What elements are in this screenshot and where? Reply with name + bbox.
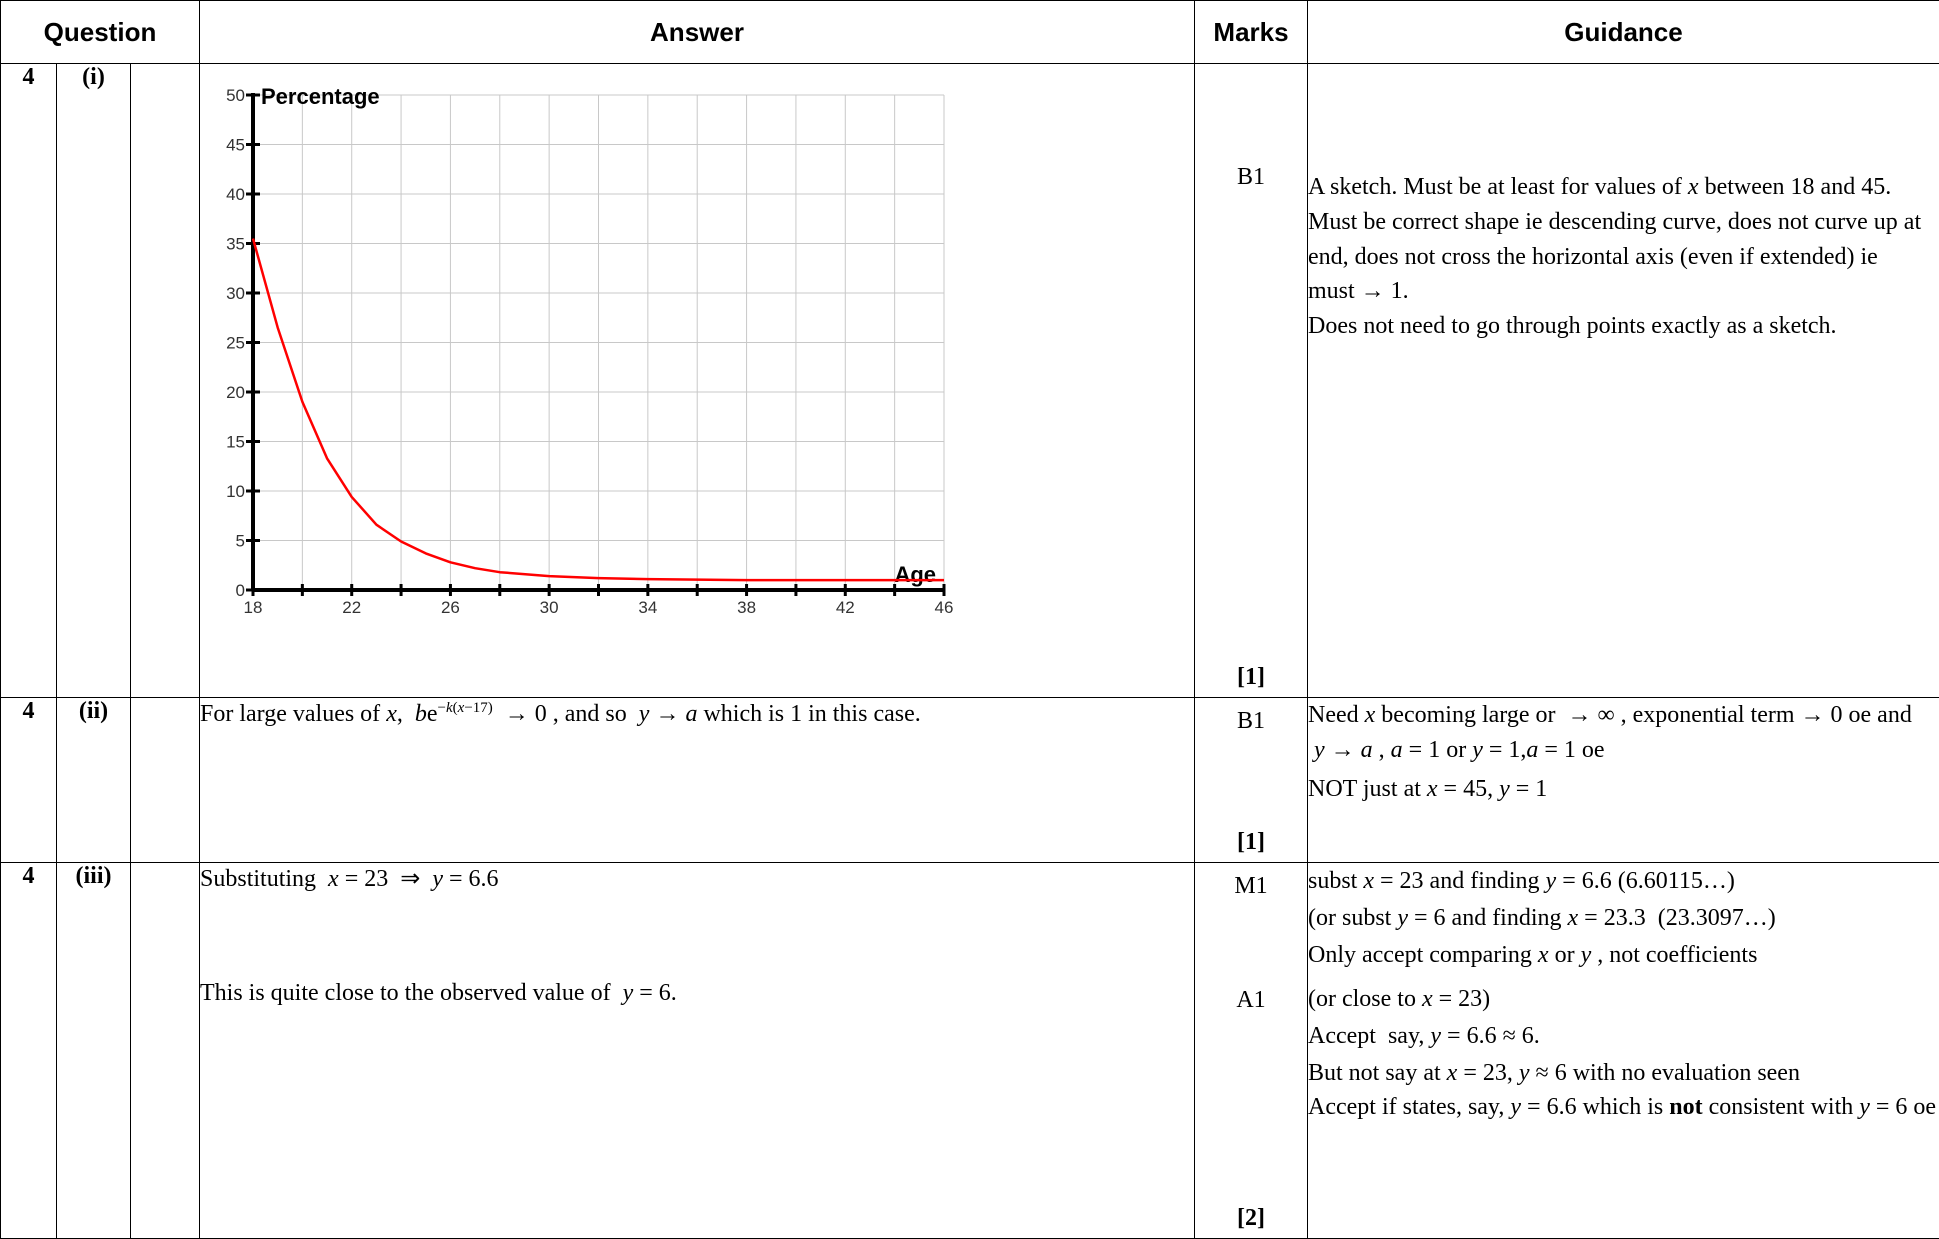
- table-row: 4 (iii) Substituting x = 23 ⇒ y = 6.6 Th…: [1, 863, 1939, 1239]
- guidance-line: NOT just at x = 45, y = 1: [1308, 772, 1939, 807]
- x-tick-label: 30: [540, 598, 559, 617]
- guidance-line: (or subst y = 6 and finding x = 23.3 (23…: [1308, 900, 1939, 937]
- answer-cell: For large values of x, be−k(x−17) → 0 , …: [200, 698, 1195, 863]
- mark-total: [2]: [1195, 1205, 1307, 1232]
- question-subpart: [131, 863, 200, 1239]
- marks-cell: B1 [1]: [1195, 698, 1308, 863]
- guidance-cell: Need x becoming large or → ∞ , exponenti…: [1308, 698, 1939, 863]
- x-tick-label: 26: [441, 598, 460, 617]
- guidance-line: Need x becoming large or → ∞ , exponenti…: [1308, 698, 1939, 768]
- x-tick-label: 42: [836, 598, 855, 617]
- answer-text: Substituting x = 23 ⇒ y = 6.6: [200, 863, 1194, 897]
- y-tick-label: 45: [226, 136, 245, 155]
- header-marks: Marks: [1195, 1, 1308, 64]
- header-guidance: Guidance: [1308, 1, 1939, 64]
- x-tick-label: 18: [244, 598, 263, 617]
- x-tick-label: 22: [342, 598, 361, 617]
- y-tick-label: 50: [226, 86, 245, 105]
- question-subpart: [131, 698, 200, 863]
- guidance-line: But not say at x = 23, y ≈ 6 with no eva…: [1308, 1055, 1939, 1092]
- guidance-line: A sketch. Must be at least for values of…: [1308, 170, 1939, 309]
- y-tick-label: 20: [226, 383, 245, 402]
- marks-cell: M1 A1 [2]: [1195, 863, 1308, 1239]
- table-row: 4 (ii) For large values of x, be−k(x−17)…: [1, 698, 1939, 863]
- guidance-line: Accept if states, say, y = 6.6 which is …: [1308, 1092, 1939, 1122]
- y-tick-label: 35: [226, 235, 245, 254]
- question-subpart: [131, 64, 200, 698]
- mark-code: B1: [1195, 708, 1307, 735]
- y-tick-label: 10: [226, 482, 245, 501]
- y-tick-label: 30: [226, 284, 245, 303]
- x-tick-label: 38: [737, 598, 756, 617]
- mark-code: B1: [1195, 164, 1307, 191]
- mark-code: M1: [1195, 873, 1307, 900]
- y-tick-label: 40: [226, 185, 245, 204]
- guidance-line: Does not need to go through points exact…: [1308, 309, 1939, 344]
- y-tick-label: 5: [236, 532, 245, 551]
- guidance-cell: A sketch. Must be at least for values of…: [1308, 64, 1939, 698]
- x-tick-label: 46: [935, 598, 954, 617]
- guidance-cell: subst x = 23 and finding y = 6.6 (6.6011…: [1308, 863, 1939, 1239]
- x-tick-label: 34: [638, 598, 657, 617]
- guidance-line: Accept say, y = 6.6 ≈ 6.: [1308, 1018, 1939, 1055]
- answer-cell: Substituting x = 23 ⇒ y = 6.6 This is qu…: [200, 863, 1195, 1239]
- question-number: 4: [1, 698, 57, 863]
- y-axis-label: Percentage: [261, 84, 380, 109]
- marks-cell: B1 [1]: [1195, 64, 1308, 698]
- y-tick-label: 15: [226, 433, 245, 452]
- x-axis-label: Age: [894, 562, 936, 587]
- mark-total: [1]: [1195, 829, 1307, 856]
- guidance-line: (or close to x = 23): [1308, 981, 1939, 1018]
- answer-text: For large values of x, be−k(x−17) → 0 , …: [200, 698, 1194, 732]
- question-number: 4: [1, 64, 57, 698]
- guidance-line: subst x = 23 and finding y = 6.6 (6.6011…: [1308, 863, 1939, 900]
- question-number: 4: [1, 863, 57, 1239]
- mark-code: A1: [1195, 987, 1307, 1014]
- header-question: Question: [1, 1, 200, 64]
- header-answer: Answer: [200, 1, 1195, 64]
- header-row: Question Answer Marks Guidance: [1, 1, 1939, 64]
- answer-text: This is quite close to the observed valu…: [200, 977, 1194, 1011]
- y-tick-label: 25: [226, 334, 245, 353]
- question-part: (i): [57, 64, 131, 698]
- question-part: (iii): [57, 863, 131, 1239]
- guidance-line: Only accept comparing x or y , not coeff…: [1308, 937, 1939, 974]
- mark-total: [1]: [1195, 664, 1307, 691]
- question-part: (ii): [57, 698, 131, 863]
